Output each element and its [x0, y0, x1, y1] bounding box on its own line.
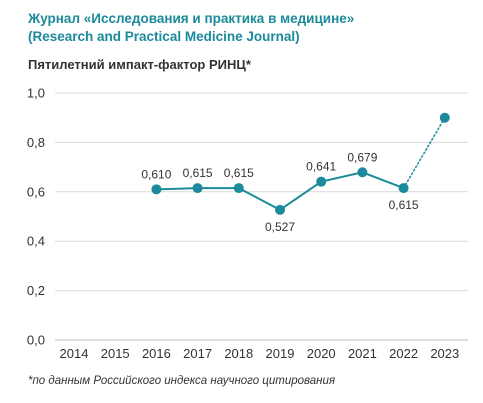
data-point — [275, 204, 285, 215]
footnote: *по данным Российского индекса научного … — [28, 375, 336, 387]
y-tick-label: 0,8 — [27, 135, 45, 150]
chart-subtitle: Пятилетний импакт-фактор РИНЦ* — [28, 57, 251, 72]
data-label: 0,615 — [224, 166, 254, 180]
y-tick-label: 0,0 — [27, 333, 45, 348]
x-tick-label: 2017 — [183, 346, 212, 361]
x-tick-label: 2021 — [348, 346, 377, 361]
data-label: 0,610 — [141, 167, 171, 181]
data-label: 0,615 — [389, 198, 419, 212]
data-point — [233, 183, 244, 194]
projection-point — [439, 112, 450, 123]
x-tick-label: 2018 — [224, 346, 253, 361]
data-label: 0,679 — [347, 150, 377, 164]
data-point — [151, 184, 162, 195]
x-tick-label: 2019 — [266, 346, 295, 361]
x-tick-label: 2016 — [142, 346, 171, 361]
data-point — [316, 176, 327, 187]
data-point — [398, 183, 409, 194]
projection-line — [402, 116, 446, 189]
x-tick-label: 2022 — [389, 346, 418, 361]
title-line-2: (Research and Practical Medicine Journal… — [28, 29, 300, 44]
y-tick-label: 1,0 — [27, 86, 45, 101]
x-tick-label: 2014 — [60, 346, 89, 361]
data-label: 0,615 — [183, 166, 213, 180]
x-tick-label: 2023 — [430, 346, 459, 361]
data-point — [192, 183, 203, 194]
chart-title: Журнал «Исследования и практика в медици… — [28, 10, 354, 46]
y-tick-label: 0,2 — [27, 283, 45, 298]
x-tick-label: 2015 — [101, 346, 130, 361]
data-label: 0,641 — [306, 160, 336, 174]
x-tick-label: 2020 — [307, 346, 336, 361]
y-tick-label: 0,6 — [27, 184, 45, 199]
data-label: 0,527 — [265, 220, 295, 234]
data-point — [357, 167, 368, 178]
title-line-1: Журнал «Исследования и практика в медици… — [28, 11, 355, 26]
y-tick-label: 0,4 — [27, 234, 45, 249]
